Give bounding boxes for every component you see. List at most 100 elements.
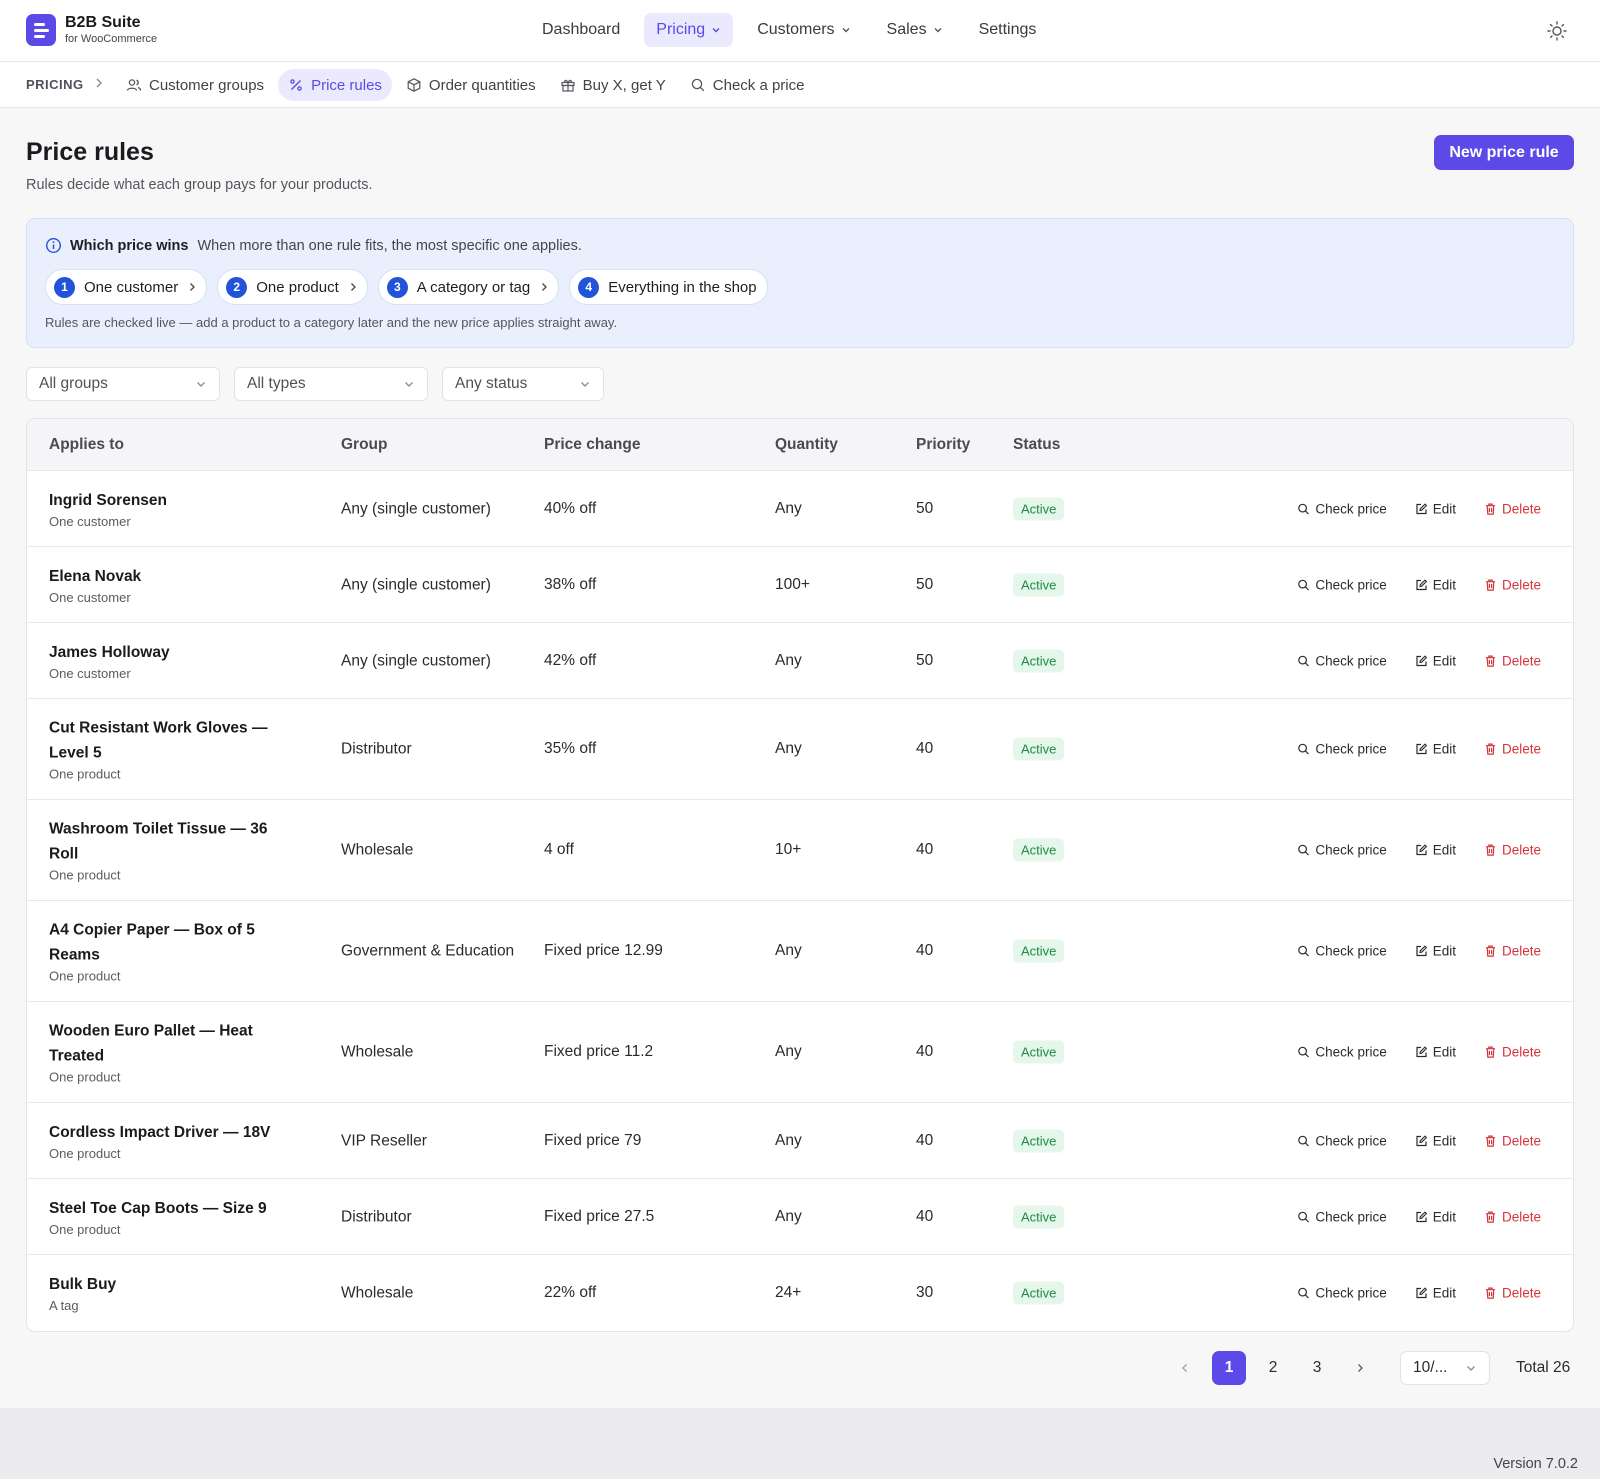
page-1-button[interactable]: 1	[1212, 1351, 1246, 1385]
check-price-button[interactable]: Check price	[1297, 1045, 1387, 1060]
nav-pricing[interactable]: Pricing	[644, 13, 734, 47]
page-2-button[interactable]: 2	[1268, 1359, 1278, 1376]
rule-target-kind: One customer	[49, 589, 131, 605]
check-price-button[interactable]: Check price	[1297, 501, 1387, 516]
tab-check-a-price[interactable]: Check a price	[680, 69, 815, 101]
check-price-button[interactable]: Check price	[1297, 843, 1387, 858]
status-filter-value: Any status	[455, 375, 528, 392]
edit-button[interactable]: Edit	[1415, 577, 1456, 592]
group-cell: Wholesale	[341, 1284, 414, 1302]
delete-label: Delete	[1501, 741, 1541, 757]
chevron-down-icon	[1467, 1366, 1475, 1371]
nav-customers[interactable]: Customers	[745, 13, 862, 47]
edit-icon	[1416, 1134, 1427, 1146]
search-icon	[1298, 1287, 1310, 1299]
delete-label: Delete	[1501, 653, 1541, 668]
trash-icon	[1485, 1287, 1495, 1299]
sun-icon[interactable]	[1546, 20, 1568, 42]
page-3-button[interactable]: 3	[1312, 1359, 1322, 1376]
price-change-cell: 38% off	[544, 575, 597, 593]
check-price-button[interactable]: Check price	[1297, 577, 1387, 592]
priority-cell: 40	[916, 740, 934, 757]
delete-button[interactable]: Delete	[1484, 843, 1541, 858]
delete-button[interactable]: Delete	[1484, 1045, 1541, 1060]
delete-button[interactable]: Delete	[1484, 742, 1541, 757]
search-icon	[1298, 1046, 1310, 1058]
page-subtitle: Rules decide what each group pays for yo…	[26, 177, 373, 193]
type-filter-select[interactable]: All types	[234, 367, 428, 401]
tab-price-rules[interactable]: Price rules	[278, 69, 392, 101]
edit-button[interactable]: Edit	[1415, 742, 1456, 757]
edit-button[interactable]: Edit	[1415, 1133, 1456, 1148]
check-price-button[interactable]: Check price	[1297, 1133, 1387, 1148]
quantity-cell: Any	[775, 1043, 802, 1060]
brand-logo-icon	[26, 14, 56, 46]
brand[interactable]: B2B Suite for WooCommerce	[26, 14, 157, 46]
edit-button[interactable]: Edit	[1415, 1209, 1456, 1224]
table-row: Cordless Impact Driver — 18V One product V…	[27, 1103, 1573, 1179]
next-page-button[interactable]	[1343, 1351, 1377, 1385]
applies-to-cell: A4 Copier Paper — Box of 5 Reams One prod…	[49, 918, 289, 985]
prev-page-button[interactable]	[1168, 1351, 1202, 1385]
nav-dashboard[interactable]: Dashboard	[530, 13, 632, 47]
group-filter-value: All groups	[39, 375, 108, 392]
check-price-button[interactable]: Check price	[1297, 944, 1387, 959]
edit-button[interactable]: Edit	[1415, 843, 1456, 858]
nav-dashboard-label: Dashboard	[542, 21, 621, 38]
quantity-cell: 24+	[775, 1284, 802, 1301]
delete-button[interactable]: Delete	[1484, 1133, 1541, 1148]
status-badge: Active	[1013, 1129, 1065, 1152]
edit-button[interactable]: Edit	[1415, 501, 1456, 516]
edit-button[interactable]: Edit	[1415, 653, 1456, 668]
check-price-button[interactable]: Check price	[1297, 1286, 1387, 1301]
delete-button[interactable]: Delete	[1484, 944, 1541, 959]
row-actions: Check price Edit Delete	[1269, 653, 1541, 668]
step-category-or-tag: 3 A category or tag	[377, 269, 560, 305]
info-footnote: Rules are checked live — add a product t…	[45, 315, 618, 330]
top-bar: B2B Suite for WooCommerce Dashboard Pric…	[0, 0, 1600, 62]
delete-button[interactable]: Delete	[1484, 1209, 1541, 1224]
status-filter-select[interactable]: Any status	[442, 367, 604, 401]
info-panel: Which price wins When more than one rule…	[26, 218, 1574, 348]
info-icon	[45, 237, 62, 254]
edit-button[interactable]: Edit	[1415, 944, 1456, 959]
row-actions: Check price Edit Delete	[1269, 1045, 1541, 1060]
row-actions: Check price Edit Delete	[1269, 742, 1541, 757]
nav-settings[interactable]: Settings	[967, 13, 1049, 47]
quantity-cell: Any	[775, 499, 802, 517]
step-number: 4	[578, 276, 600, 298]
tab-buy-x-get-y[interactable]: Buy X, get Y	[550, 69, 676, 101]
check-price-button[interactable]: Check price	[1297, 653, 1387, 668]
nav-sales[interactable]: Sales	[875, 13, 955, 47]
delete-button[interactable]: Delete	[1484, 501, 1541, 516]
status-cell: Active	[1013, 497, 1065, 520]
priority-cell: 40	[916, 841, 934, 858]
check-price-button[interactable]: Check price	[1297, 742, 1387, 757]
check-price-button[interactable]: Check price	[1297, 1209, 1387, 1224]
edit-icon	[1416, 945, 1427, 957]
tab-order-quantities[interactable]: Order quantities	[396, 69, 546, 101]
nav-customers-label: Customers	[757, 21, 835, 38]
edit-button[interactable]: Edit	[1415, 1286, 1456, 1301]
trash-icon	[1485, 655, 1495, 667]
group-filter-select[interactable]: All groups	[26, 367, 220, 401]
info-title: Which price wins	[70, 237, 189, 254]
step-number: 1	[54, 276, 75, 298]
tab-customer-groups[interactable]: Customer groups	[116, 69, 274, 101]
new-price-rule-button[interactable]: New price rule	[1434, 135, 1574, 170]
status-cell: Active	[1013, 737, 1065, 761]
edit-icon	[1416, 1046, 1427, 1058]
main-content: Price rules Rules decide what each group…	[0, 108, 1600, 1408]
check-price-label: Check price	[1315, 1133, 1387, 1148]
status-cell: Active	[1013, 1129, 1065, 1152]
delete-button[interactable]: Delete	[1484, 653, 1541, 668]
delete-button[interactable]: Delete	[1484, 577, 1541, 592]
rule-target-name: Wooden Euro Pallet — Heat Treated	[49, 1022, 253, 1065]
status-cell: Active	[1013, 1040, 1065, 1064]
priority-cell: 40	[916, 1043, 934, 1060]
table-row: Cut Resistant Work Gloves — Level 5 One p…	[27, 699, 1573, 800]
tab-buy-x-get-y-label: Buy X, get Y	[582, 76, 666, 94]
page-size-select[interactable]: 10/...	[1400, 1351, 1490, 1385]
edit-button[interactable]: Edit	[1415, 1045, 1456, 1060]
delete-button[interactable]: Delete	[1484, 1286, 1541, 1301]
